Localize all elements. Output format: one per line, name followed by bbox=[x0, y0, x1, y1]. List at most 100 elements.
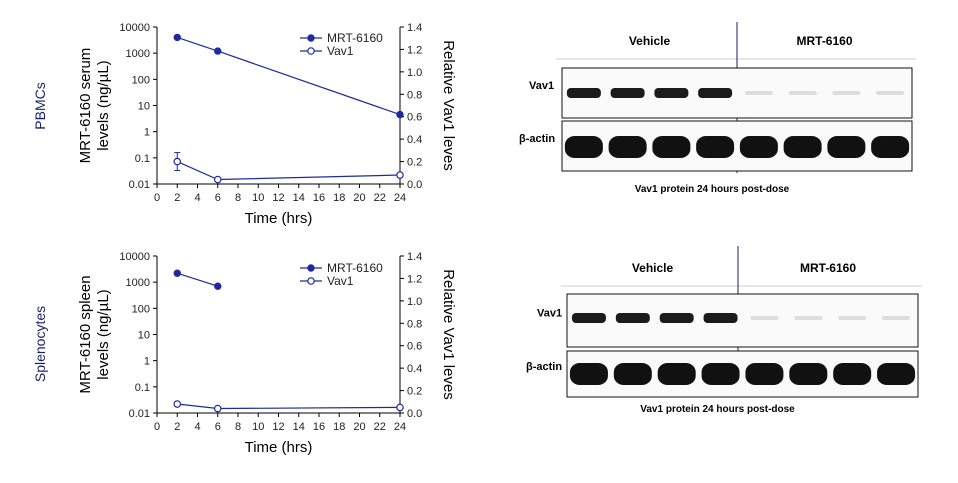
y-left-tick-label: 100 bbox=[132, 303, 150, 315]
band-actin bbox=[739, 136, 778, 158]
x-tick-label: 4 bbox=[194, 192, 200, 204]
band-vav1-faint bbox=[838, 316, 867, 320]
x-tick-label: 10 bbox=[252, 421, 264, 433]
row-label: PBMCs bbox=[32, 82, 48, 129]
blot-row-label: Vav1 bbox=[537, 308, 562, 320]
data-point-mrt-6160 bbox=[396, 110, 404, 119]
x-tick-label: 16 bbox=[313, 421, 325, 433]
x-tick-label: 2 bbox=[174, 192, 180, 204]
band-vav1-faint bbox=[794, 316, 823, 320]
y-left-tick-label: 10000 bbox=[119, 251, 150, 263]
y-right-tick-label: 0.8 bbox=[407, 318, 422, 330]
band-vav1 bbox=[610, 88, 645, 98]
y-left-axis-label-line2: levels (ng/µL) bbox=[95, 60, 112, 150]
blot-row-label: Vav1 bbox=[529, 80, 554, 92]
x-tick-label: 0 bbox=[154, 192, 160, 204]
y-right-tick-label: 0.4 bbox=[407, 363, 422, 375]
data-point-vav1 bbox=[173, 157, 182, 166]
band-actin bbox=[613, 363, 652, 385]
data-point-vav1 bbox=[213, 175, 222, 184]
legend-label: MRT-6160 bbox=[327, 261, 383, 275]
band-actin bbox=[657, 363, 696, 385]
y-left-tick-label: 1000 bbox=[126, 277, 150, 289]
band-vav1 bbox=[571, 313, 606, 323]
group-label-mrt6160: MRT-6160 bbox=[800, 261, 856, 275]
western-blot-1: Vehicle MRT-6160 Vav1 β-actin Vav1 protein 2… bbox=[519, 22, 916, 195]
blot-caption: Vav1 protein 24 hours post-dose bbox=[640, 404, 795, 415]
y-right-tick-label: 1.0 bbox=[407, 296, 422, 308]
legend-label: Vav1 bbox=[327, 274, 354, 288]
band-actin bbox=[564, 136, 603, 158]
y-left-tick-label: 1 bbox=[144, 127, 150, 139]
y-left-tick-label: 0.01 bbox=[129, 179, 150, 191]
y-right-tick-label: 1.2 bbox=[407, 44, 422, 56]
band-actin bbox=[569, 363, 608, 385]
x-tick-label: 24 bbox=[394, 192, 406, 204]
legend-marker bbox=[307, 34, 315, 42]
y-right-tick-label: 1.4 bbox=[407, 22, 422, 34]
x-tick-label: 8 bbox=[235, 421, 241, 433]
band-actin bbox=[608, 136, 647, 158]
band-vav1 bbox=[703, 313, 738, 323]
group-label-vehicle: Vehicle bbox=[632, 261, 674, 275]
band-actin bbox=[652, 136, 691, 158]
band-actin bbox=[833, 363, 872, 385]
x-tick-label: 24 bbox=[394, 421, 406, 433]
band-vav1 bbox=[615, 313, 650, 323]
x-axis-label: Time (hrs) bbox=[245, 210, 313, 227]
y-right-tick-label: 1.2 bbox=[407, 273, 422, 285]
y-right-tick-label: 0.8 bbox=[407, 89, 422, 101]
y-left-axis-label-line1: MRT-6160 serum bbox=[77, 48, 94, 164]
x-tick-label: 20 bbox=[353, 421, 365, 433]
data-point-mrt-6160 bbox=[214, 282, 222, 290]
data-point-mrt-6160 bbox=[173, 269, 181, 277]
x-tick-label: 12 bbox=[272, 421, 284, 433]
x-axis-label: Time (hrs) bbox=[245, 439, 313, 456]
x-tick-label: 2 bbox=[174, 421, 180, 433]
y-left-tick-label: 10 bbox=[138, 101, 150, 113]
y-left-axis-label-line1: MRT-6160 spleen bbox=[77, 275, 94, 393]
legend-marker bbox=[307, 47, 315, 55]
data-point-vav1 bbox=[396, 171, 404, 179]
y-left-axis-label-line2: levels (ng/µL) bbox=[95, 289, 112, 379]
x-tick-label: 6 bbox=[215, 192, 221, 204]
band-vav1-faint bbox=[744, 91, 773, 95]
y-right-tick-label: 0.0 bbox=[407, 179, 422, 191]
x-tick-label: 22 bbox=[374, 192, 386, 204]
y-left-tick-label: 10 bbox=[138, 330, 150, 342]
band-vav1-faint bbox=[876, 91, 905, 95]
blot-row-label: β-actin bbox=[519, 133, 555, 145]
y-right-tick-label: 0.0 bbox=[407, 408, 422, 420]
x-tick-label: 8 bbox=[235, 192, 241, 204]
row-label: Splenocytes bbox=[32, 306, 48, 382]
band-actin bbox=[827, 136, 866, 158]
data-point-mrt-6160 bbox=[173, 33, 181, 42]
x-tick-label: 22 bbox=[374, 421, 386, 433]
band-vav1 bbox=[659, 313, 694, 323]
data-point-vav1 bbox=[173, 400, 182, 408]
y-right-tick-label: 1.0 bbox=[407, 67, 422, 79]
x-tick-label: 6 bbox=[215, 421, 221, 433]
y-left-tick-label: 10000 bbox=[119, 22, 150, 34]
x-tick-label: 14 bbox=[293, 192, 305, 204]
x-tick-label: 10 bbox=[252, 192, 264, 204]
y-right-tick-label: 0.6 bbox=[407, 341, 422, 353]
y-right-tick-label: 0.4 bbox=[407, 134, 422, 146]
y-left-tick-label: 1 bbox=[144, 356, 150, 368]
y-right-tick-label: 0.6 bbox=[407, 112, 422, 124]
y-left-tick-label: 0.01 bbox=[129, 408, 150, 420]
y-right-axis-label: Relative Vav1 leves bbox=[440, 40, 457, 171]
x-tick-label: 16 bbox=[313, 192, 325, 204]
x-tick-label: 0 bbox=[154, 421, 160, 433]
band-vav1-faint bbox=[750, 316, 779, 320]
western-blot-2: Vehicle MRT-6160 Vav1 β-actin Vav1 protein 2… bbox=[526, 246, 922, 415]
band-actin bbox=[789, 363, 828, 385]
x-tick-label: 18 bbox=[333, 421, 345, 433]
band-actin bbox=[871, 136, 910, 158]
band-vav1 bbox=[654, 88, 689, 98]
group-label-vehicle: Vehicle bbox=[629, 34, 671, 48]
data-point-mrt-6160 bbox=[214, 47, 222, 55]
legend-label: MRT-6160 bbox=[327, 31, 383, 45]
y-left-tick-label: 1000 bbox=[126, 48, 150, 60]
